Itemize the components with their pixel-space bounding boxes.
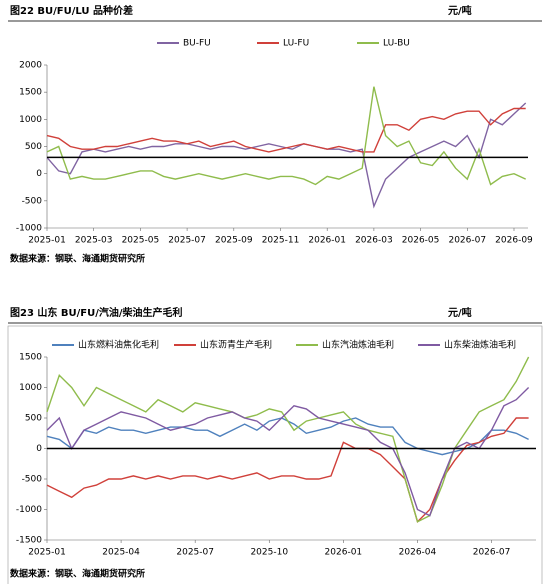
x-tick-label: 2025-07: [168, 236, 206, 246]
legend-label: 山东柴油炼油毛利: [444, 339, 516, 351]
x-tick-label: 2025-01: [28, 548, 66, 558]
y-tick-label: 1000: [19, 115, 42, 125]
y-tick-label: 500: [25, 142, 42, 152]
legend-label: LU-FU: [283, 39, 309, 49]
y-tick-label: 1500: [19, 88, 42, 98]
x-tick-label: 2025-01: [28, 236, 66, 246]
x-tick-label: 2025-10: [250, 548, 288, 558]
unit-label: 元/吨: [448, 306, 472, 319]
y-tick-label: 1500: [19, 353, 42, 363]
x-tick-label: 2025-05: [122, 236, 160, 246]
chart-title: 图23 山东 BU/FU/汽油/柴油生产毛利: [10, 306, 183, 319]
series-line: [46, 86, 526, 186]
y-tick-label: -500: [22, 196, 43, 206]
series-line: [46, 102, 527, 209]
legend-label: 山东沥青生产毛利: [200, 339, 272, 351]
x-tick-label: 2026-07: [448, 236, 486, 246]
x-tick-label: 2025-11: [262, 236, 300, 246]
y-tick-label: -1000: [16, 505, 42, 515]
x-tick-label: 2026-01: [325, 548, 363, 558]
x-tick-label: 2026-04: [399, 548, 437, 558]
y-tick-label: 500: [25, 414, 42, 424]
x-tick-label: 2025-04: [102, 548, 140, 558]
y-tick-label: 1000: [19, 383, 42, 393]
x-tick-label: 2026-07: [473, 548, 511, 558]
x-tick-label: 2026-03: [355, 236, 393, 246]
x-tick-label: 2026-09: [495, 236, 533, 246]
y-tick-label: -1000: [16, 224, 42, 234]
x-tick-label: 2026-05: [402, 236, 440, 246]
y-tick-label: 0: [36, 169, 42, 179]
y-tick-label: 2000: [19, 61, 42, 71]
chart-title: 图22 BU/FU/LU 品种价差: [10, 4, 133, 17]
x-tick-label: 2025-03: [75, 236, 113, 246]
series-line: [46, 387, 530, 517]
source-note: 数据来源：钢联、海通期货研究所: [10, 568, 145, 580]
legend-label: 山东燃料油焦化毛利: [78, 339, 159, 351]
x-tick-label: 2025-09: [215, 236, 253, 246]
series-line: [46, 356, 530, 523]
unit-label: 元/吨: [448, 4, 472, 17]
plot-frame: [7, 325, 543, 584]
legend-label: LU-BU: [383, 39, 410, 49]
x-tick-label: 2025-07: [176, 548, 214, 558]
y-tick-label: -1500: [16, 536, 42, 546]
y-tick-label: 0: [36, 444, 42, 454]
y-tick-label: -500: [22, 475, 43, 485]
series-line: [46, 417, 529, 524]
legend-label: 山东汽油炼油毛利: [322, 339, 394, 351]
legend-label: BU-FU: [183, 39, 211, 49]
x-tick-label: 2026-01: [308, 236, 346, 246]
series-line: [46, 107, 526, 153]
source-note: 数据来源：钢联、海通期货研究所: [10, 253, 145, 265]
